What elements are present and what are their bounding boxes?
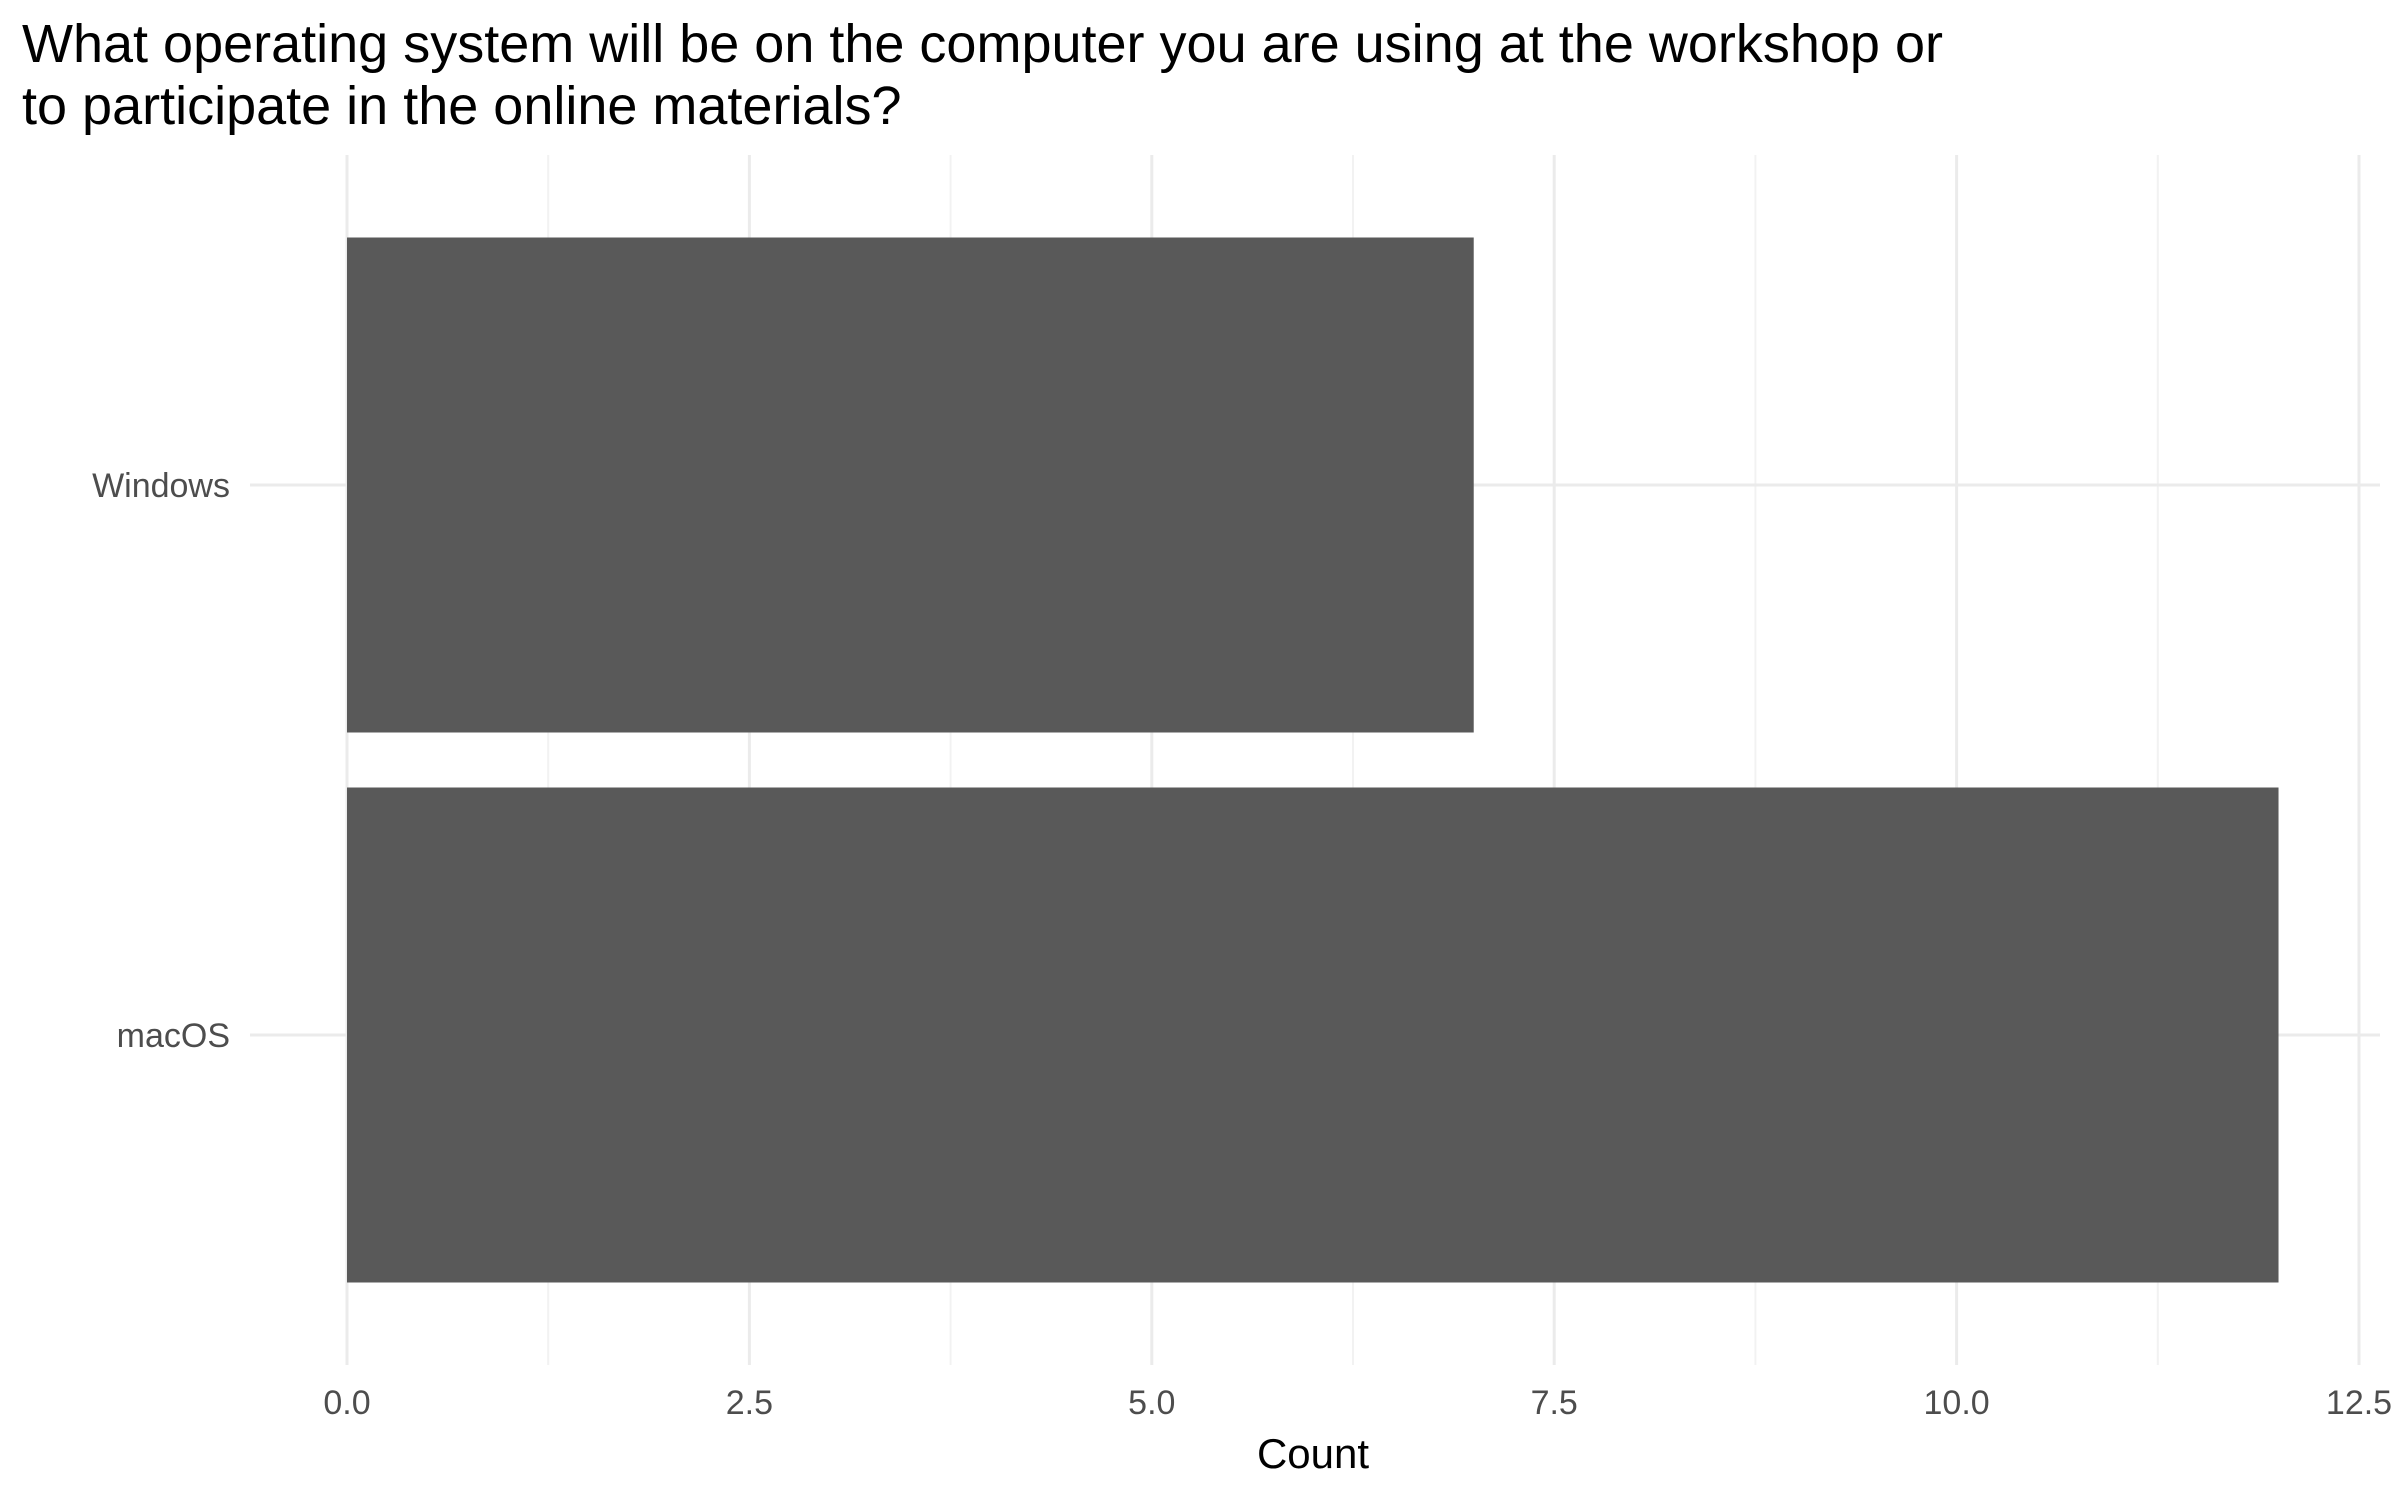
chart-title: What operating system will be on the com… — [22, 14, 1943, 136]
x-tick-label: 12.5 — [2326, 1384, 2392, 1422]
x-axis-ticks: 0.0 2.5 5.0 7.5 10.0 12.5 — [323, 1384, 2392, 1422]
x-tick-label: 0.0 — [323, 1384, 370, 1422]
bars — [347, 237, 2279, 1283]
x-tick-label: 10.0 — [1924, 1384, 1990, 1422]
x-tick-label: 5.0 — [1128, 1384, 1175, 1422]
x-tick-label: 7.5 — [1531, 1384, 1578, 1422]
chart-title-line-1: What operating system will be on the com… — [22, 14, 1943, 74]
x-tick-label: 2.5 — [726, 1384, 773, 1422]
y-axis-ticks: Windows macOS — [92, 467, 230, 1055]
y-tick-label: macOS — [117, 1017, 230, 1055]
x-axis-title: Count — [1257, 1430, 1369, 1477]
bar-windows — [347, 237, 1474, 733]
bar-macos — [347, 787, 2279, 1283]
chart-title-line-2: to participate in the online materials? — [22, 76, 902, 136]
y-tick-label: Windows — [92, 467, 230, 505]
